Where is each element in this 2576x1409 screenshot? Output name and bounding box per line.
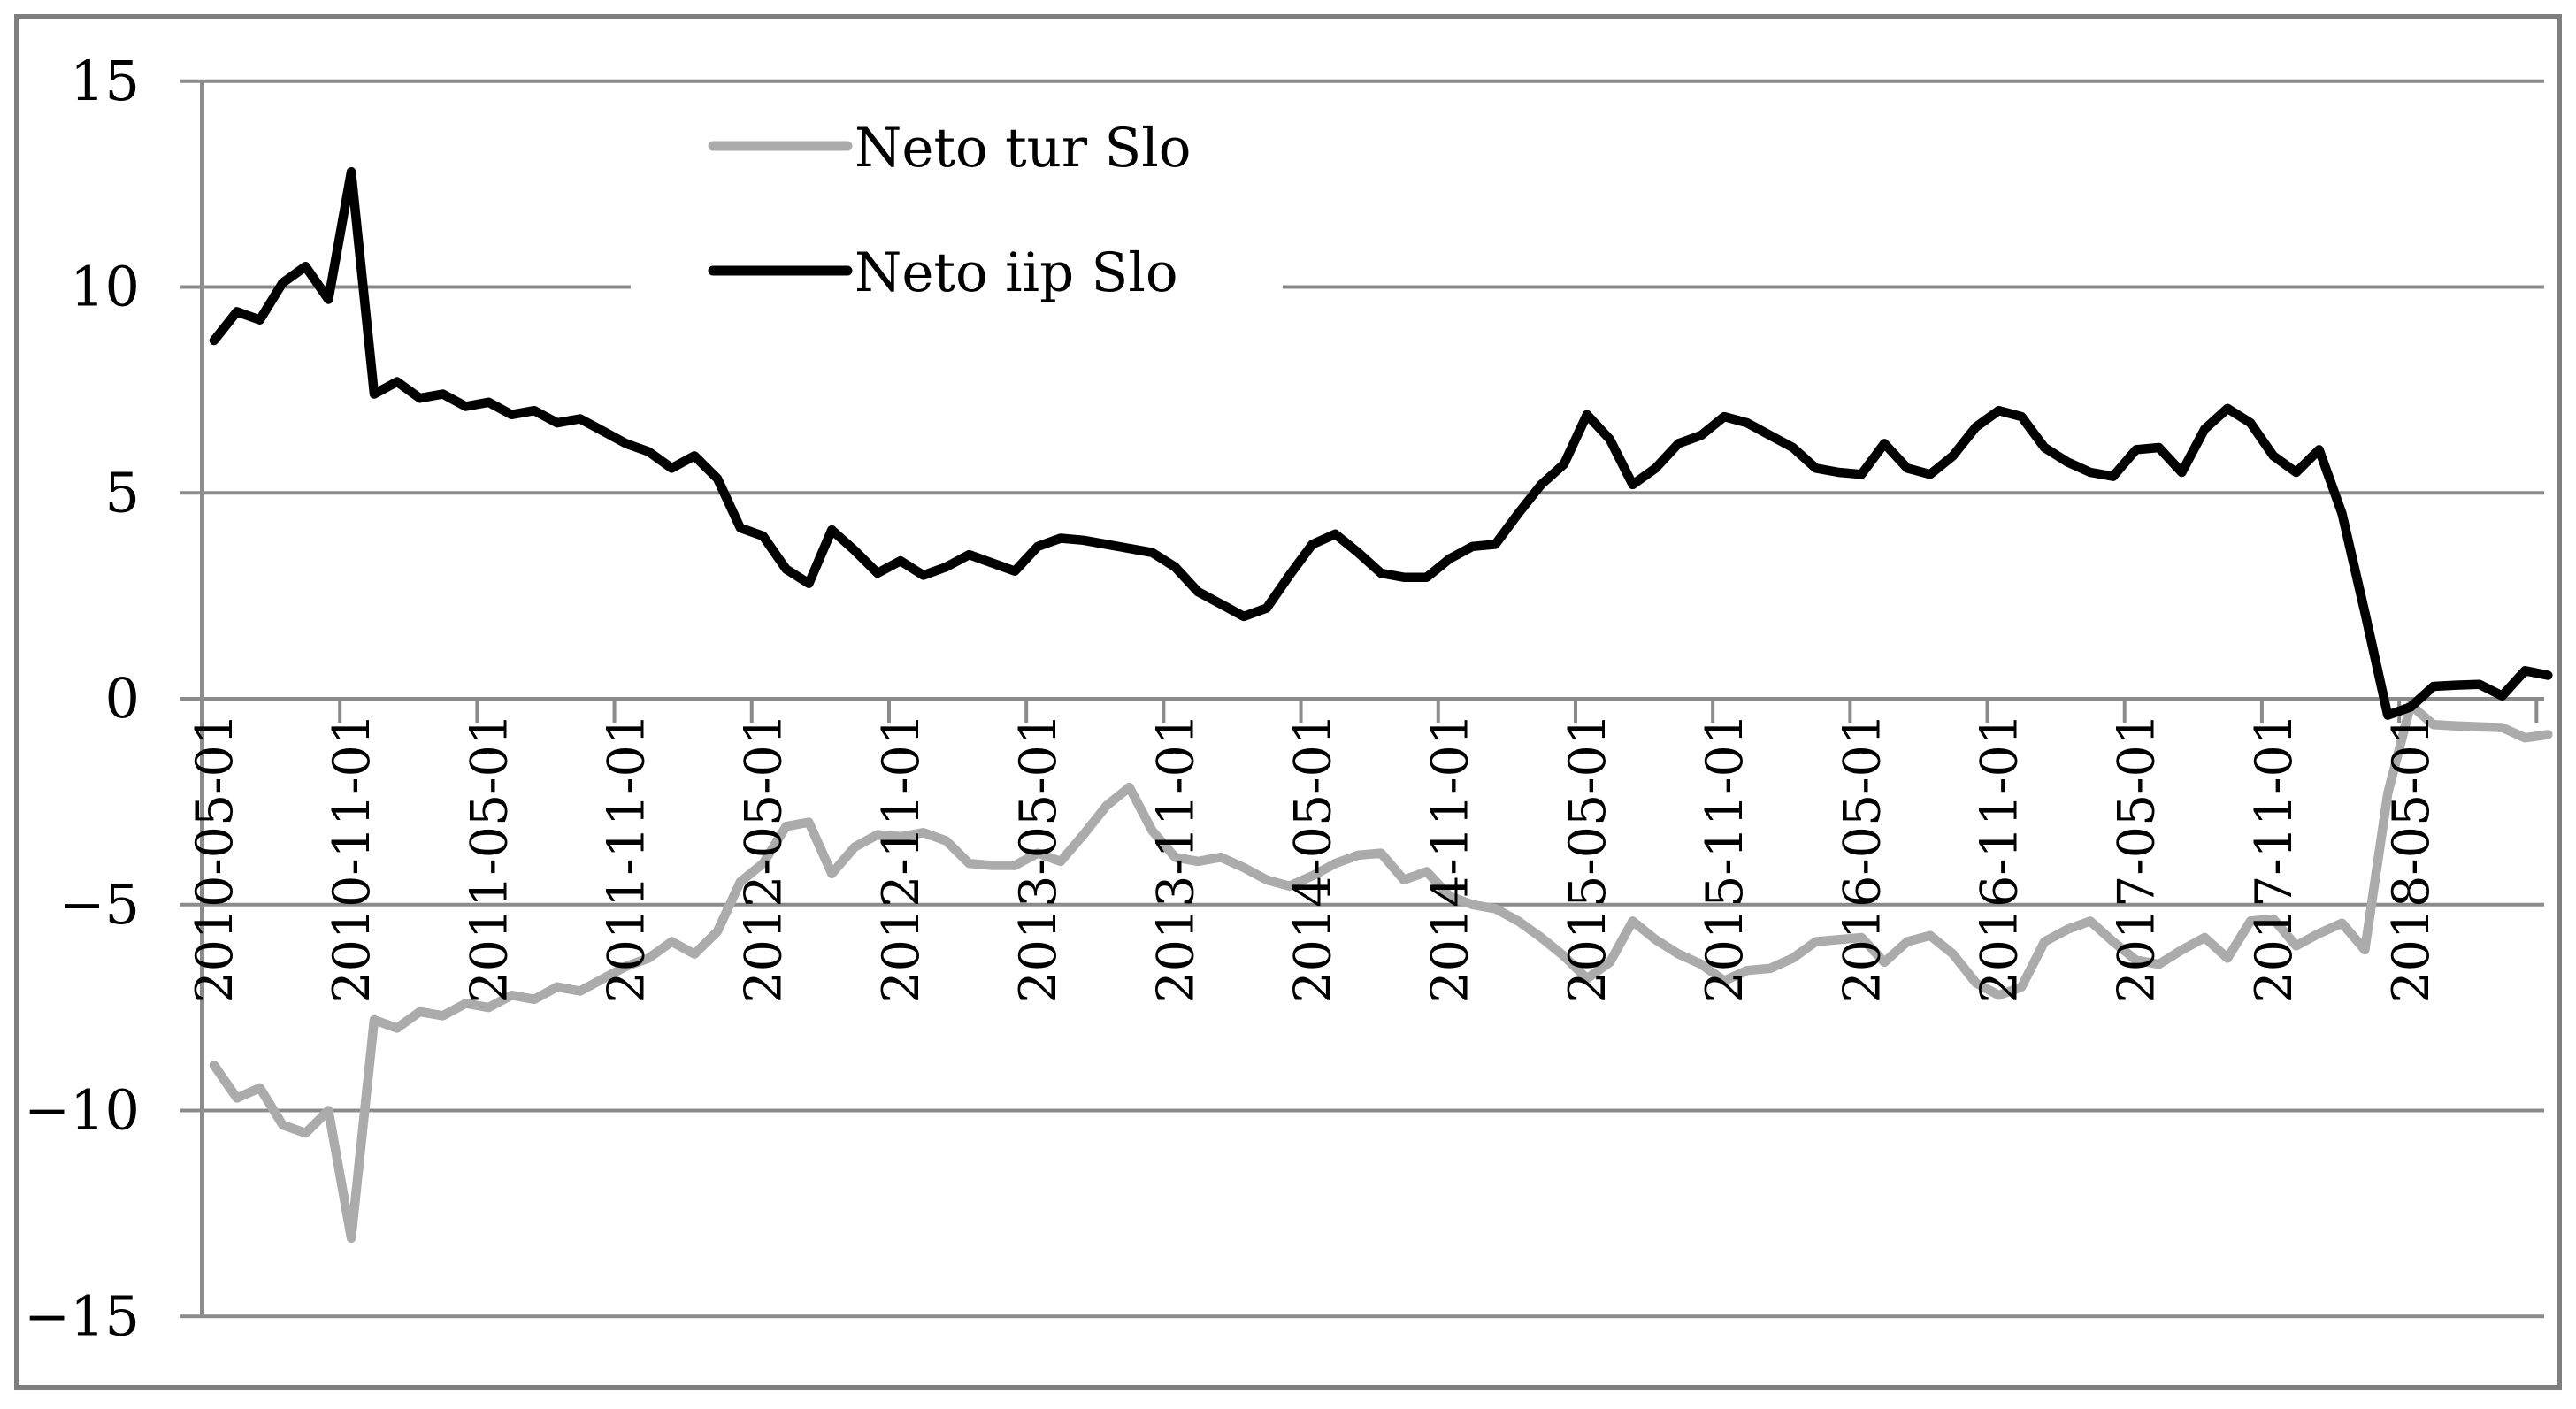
y-axis-tick-label: 10 xyxy=(70,255,140,319)
y-axis-tick-label: 5 xyxy=(105,460,140,525)
x-axis-tick-label: 2012-11-01 xyxy=(872,713,931,1004)
x-axis-tick-label: 2011-11-01 xyxy=(598,713,656,1004)
series-line-neto-iip-slo xyxy=(209,166,2553,720)
x-axis-tick-label: 2017-05-01 xyxy=(2108,713,2166,1004)
x-axis-tick-label: 2010-11-01 xyxy=(323,713,381,1004)
legend-label-neto-tur: Neto tur Slo xyxy=(855,117,1191,180)
x-axis-tick-label: 2010-05-01 xyxy=(186,713,244,1004)
legend-box xyxy=(631,93,1283,336)
x-axis-tick-label: 2016-05-01 xyxy=(1833,713,1891,1004)
x-axis-tick-label: 2015-11-01 xyxy=(1696,713,1754,1004)
x-axis-tick-label: 2016-11-01 xyxy=(1970,713,2028,1004)
x-axis-tick-label: 2017-11-01 xyxy=(2245,713,2304,1004)
y-axis-tick-label: −15 xyxy=(24,1283,140,1348)
x-axis-tick-label: 2013-05-01 xyxy=(1009,713,1068,1004)
x-axis-tick-label: 2011-05-01 xyxy=(460,713,518,1004)
y-axis-tick-label: −10 xyxy=(24,1078,140,1143)
y-axis-tick-label: −5 xyxy=(59,872,140,937)
series-line-neto-tur-slo xyxy=(209,700,2553,1244)
x-axis-tick-label: 2018-05-01 xyxy=(2382,713,2441,1004)
series-layer xyxy=(209,166,2553,1244)
x-axis-tick-label: 2013-11-01 xyxy=(1146,713,1205,1004)
legend-label-neto-iip: Neto iip Slo xyxy=(855,241,1178,304)
y-axis-tick-label: 0 xyxy=(105,666,140,731)
x-axis-tick-label: 2014-05-01 xyxy=(1284,713,1343,1004)
y-axis-tick-label: 15 xyxy=(70,49,140,113)
x-axis-tick-label: 2012-05-01 xyxy=(735,713,794,1004)
label-layer: 15 10 5 0 −5 −10 −15 2010-05-01 2010-11-01 2011-0… xyxy=(24,49,2441,1349)
x-axis-tick-label: 2015-05-01 xyxy=(1559,713,1617,1004)
chart-border xyxy=(14,14,2562,1390)
grid-layer xyxy=(180,79,2544,1319)
x-axis-tick-label: 2014-11-01 xyxy=(1422,713,1480,1004)
legend: Neto tur Slo Neto iip Slo xyxy=(631,93,1283,336)
